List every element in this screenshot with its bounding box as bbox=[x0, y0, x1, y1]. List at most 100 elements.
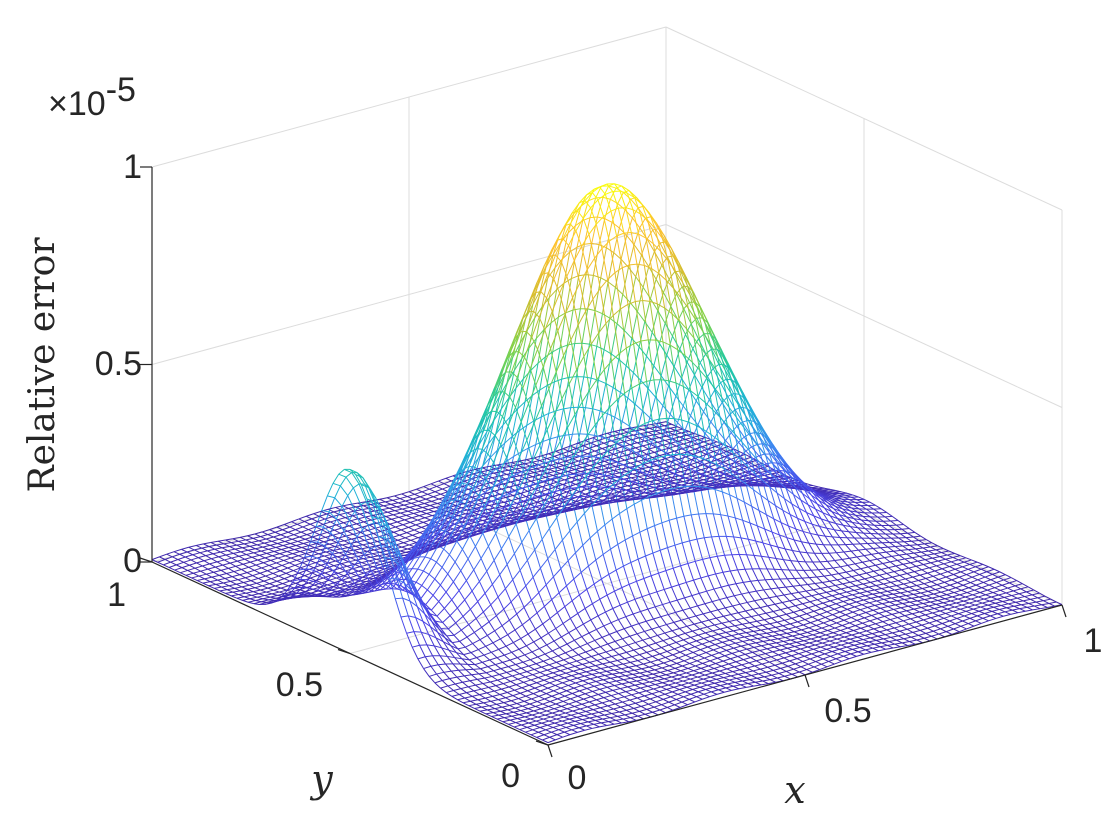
mesh-segment bbox=[801, 644, 808, 648]
mesh-segment bbox=[409, 600, 417, 618]
mesh-segment bbox=[517, 657, 524, 663]
mesh-segment bbox=[655, 684, 662, 688]
mesh-segment bbox=[638, 384, 646, 424]
mesh-segment bbox=[899, 630, 906, 635]
mesh-segment bbox=[869, 602, 876, 606]
mesh-segment bbox=[903, 583, 910, 588]
mesh-segment bbox=[653, 706, 661, 711]
mesh-segment bbox=[547, 669, 554, 674]
mesh-segment bbox=[772, 579, 779, 589]
mesh-segment bbox=[976, 561, 983, 565]
mesh-segment bbox=[247, 549, 254, 554]
mesh-segment bbox=[582, 680, 589, 684]
mesh-segment bbox=[157, 561, 164, 566]
mesh-segment bbox=[253, 591, 260, 595]
mesh-segment bbox=[208, 585, 215, 589]
mesh-segment bbox=[619, 604, 627, 617]
mesh-segment bbox=[342, 558, 349, 563]
mesh-segment bbox=[420, 631, 428, 646]
mesh-segment bbox=[781, 569, 788, 580]
mesh-segment bbox=[867, 505, 874, 510]
mesh-segment bbox=[809, 601, 816, 606]
mesh-segment bbox=[656, 679, 663, 684]
mesh-segment bbox=[1011, 595, 1018, 599]
mesh-segment bbox=[456, 676, 463, 683]
mesh-segment bbox=[811, 595, 818, 601]
mesh-segment bbox=[397, 539, 404, 544]
mesh-segment bbox=[202, 582, 209, 587]
mesh-segment bbox=[688, 682, 695, 686]
mesh-segment bbox=[295, 582, 302, 586]
mesh-segment bbox=[339, 532, 347, 537]
mesh-segment bbox=[632, 673, 639, 678]
mesh-segment bbox=[647, 462, 654, 475]
mesh-segment bbox=[764, 636, 771, 641]
mesh-segment bbox=[547, 724, 554, 728]
mesh-segment bbox=[769, 661, 776, 666]
mesh-segment bbox=[249, 584, 256, 589]
mesh-segment bbox=[661, 522, 669, 548]
mesh-segment bbox=[912, 631, 919, 636]
mesh-segment bbox=[682, 386, 690, 423]
mesh-segment bbox=[320, 510, 327, 515]
mesh-segment bbox=[882, 621, 889, 626]
mesh-segment bbox=[872, 548, 880, 554]
mesh-segment bbox=[254, 587, 261, 591]
mesh-segment bbox=[818, 500, 825, 509]
mesh-segment bbox=[594, 704, 601, 709]
mesh-segment bbox=[806, 512, 813, 525]
mesh-segment bbox=[705, 513, 713, 537]
mesh-segment bbox=[726, 668, 733, 673]
mesh-segment bbox=[610, 677, 617, 682]
mesh-segment bbox=[503, 391, 511, 398]
mesh-segment bbox=[313, 513, 320, 517]
mesh-segment bbox=[657, 696, 664, 700]
mesh-segment bbox=[719, 417, 727, 447]
mesh-segment bbox=[642, 683, 649, 687]
mesh-segment bbox=[558, 729, 565, 733]
mesh-segment bbox=[230, 542, 237, 546]
mesh-segment bbox=[350, 520, 357, 525]
mesh-segment bbox=[932, 575, 939, 580]
mesh-segment bbox=[211, 558, 218, 563]
mesh-segment bbox=[616, 443, 623, 448]
mesh-segment bbox=[500, 461, 507, 483]
mesh-segment bbox=[677, 635, 684, 641]
mesh-segment bbox=[862, 622, 869, 627]
mesh-segment bbox=[814, 583, 821, 589]
mesh-segment bbox=[711, 601, 719, 611]
mesh-segment bbox=[821, 608, 828, 613]
mesh-segment bbox=[817, 619, 824, 624]
mesh-segment bbox=[533, 423, 541, 446]
mesh-segment bbox=[918, 596, 925, 601]
mesh-segment bbox=[580, 668, 587, 673]
mesh-segment bbox=[262, 585, 269, 589]
mesh-segment bbox=[499, 638, 507, 647]
mesh-segment bbox=[521, 330, 528, 359]
mesh-segment bbox=[647, 339, 655, 380]
mesh-segment bbox=[633, 487, 640, 492]
mesh-segment bbox=[923, 637, 931, 642]
mesh-segment bbox=[589, 537, 597, 561]
mesh-segment bbox=[578, 244, 585, 276]
mesh-segment bbox=[571, 675, 578, 679]
mesh-segment bbox=[782, 510, 789, 527]
mesh-segment bbox=[705, 688, 712, 693]
mesh-segment bbox=[842, 524, 850, 533]
mesh-segment bbox=[619, 190, 627, 208]
mesh-segment bbox=[727, 626, 734, 632]
mesh-segment bbox=[285, 572, 292, 577]
mesh-segment bbox=[291, 538, 298, 542]
mesh-segment bbox=[843, 655, 850, 660]
mesh-segment bbox=[707, 575, 715, 590]
mesh-segment bbox=[562, 238, 569, 246]
mesh-segment bbox=[969, 602, 976, 606]
mesh-segment bbox=[613, 708, 620, 713]
mesh-segment bbox=[572, 649, 579, 656]
mesh-segment bbox=[748, 643, 755, 648]
mesh-segment bbox=[469, 609, 477, 619]
mesh-segment bbox=[307, 549, 314, 553]
mesh-segment bbox=[718, 689, 725, 693]
mesh-segment bbox=[589, 390, 596, 425]
mesh-segment bbox=[808, 627, 815, 631]
